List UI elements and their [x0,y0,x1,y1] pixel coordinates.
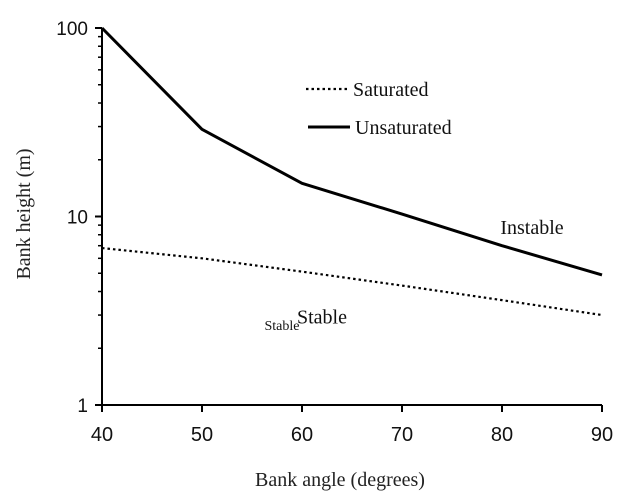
legend-label-unsaturated: Unsaturated [355,117,452,139]
x-tick-label: 70 [391,424,413,446]
region-label: Stable [297,307,347,329]
series-line-unsaturated [100,26,603,277]
y-tick-label: 10 [67,208,88,229]
legend-label-saturated: Saturated [353,79,429,101]
series-layer [100,26,603,317]
region-label: Stable [265,319,300,334]
y-tick-label: 1 [77,396,88,417]
x-tick-label: 90 [591,424,613,446]
x-axis-label: Bank angle (degrees) [255,469,425,491]
x-tick-label: 50 [191,424,213,446]
y-tick-label: 100 [56,19,88,40]
region-label: Instable [500,217,563,239]
x-tick-label: 80 [491,424,513,446]
axes: 40 50 60 70 80 90 1 10 100 [56,19,613,446]
legend: Saturated Unsaturated [306,79,452,139]
series-line-saturated [101,246,603,317]
x-tick-label: 60 [291,424,313,446]
x-tick-label: 40 [91,424,113,446]
y-axis-label: Bank height (m) [13,148,35,279]
